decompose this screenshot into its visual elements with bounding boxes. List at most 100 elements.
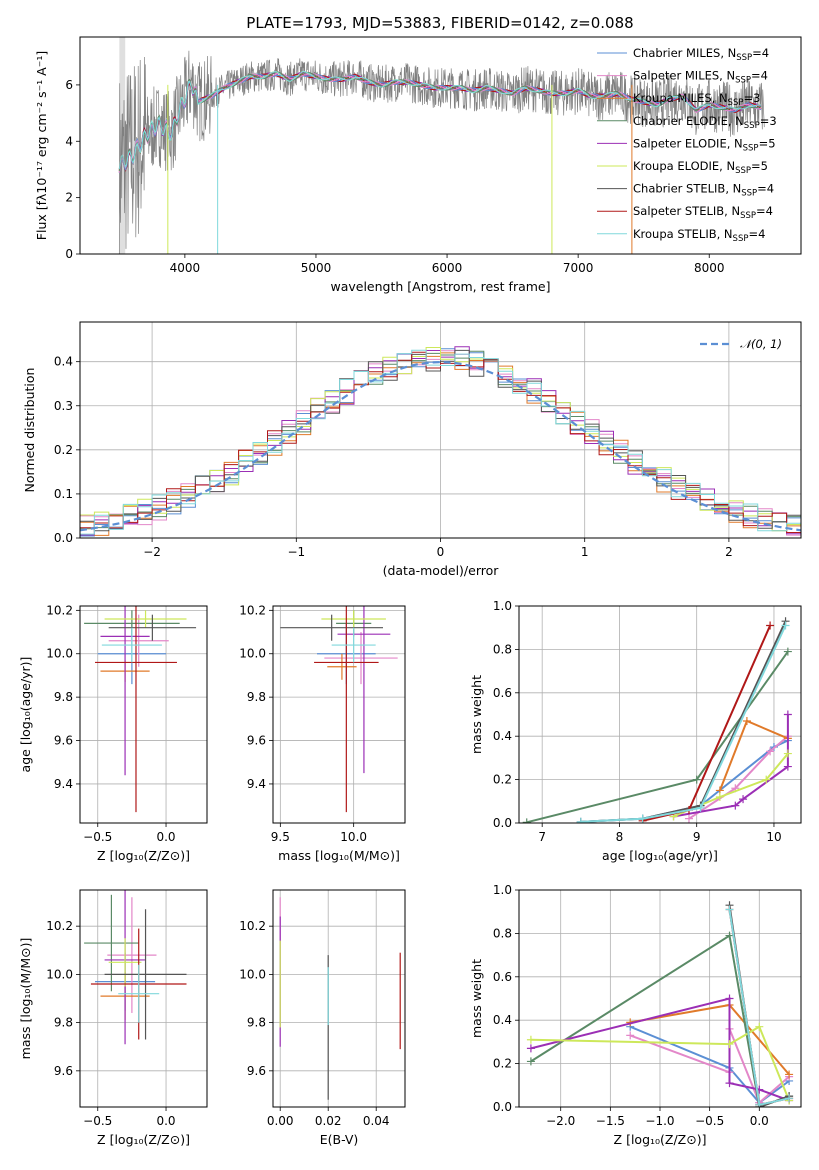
plot-area-residuals [80,346,801,538]
y-tick-label: 9.8 [54,690,73,704]
series-marker [526,1057,535,1066]
x-tick-label: 0.04 [363,1114,390,1128]
legend-tail: =4 [752,46,769,60]
x-tick-label: −0.5 [695,1114,724,1128]
series-marker [715,792,724,801]
x-tick-label: 0.0 [750,1114,769,1128]
legend-sub: SSP [735,76,751,86]
series-marker [725,931,734,940]
legend-entry: 𝒩(0, 1) [740,337,782,351]
series-marker [755,1022,764,1031]
plot-area-age_vs_Z [84,606,197,813]
plot-area-mass_weight_vs_age [522,617,792,823]
y-tick-label: 10.2 [46,603,73,617]
x-tick-label: −1.5 [596,1114,625,1128]
errorbar-point [101,627,162,663]
x-axis-label: wavelength [Angstrom, rest frame] [330,279,550,294]
y-axis-label: age [log₁₀(age/yr)] [18,657,33,773]
panel-mass_vs_ebv: 0.00 0.02 0.04 9.6 9.8 10.0 10.2 E(B-V) [239,889,406,1147]
series-marker [785,1070,794,1079]
series-marker [783,710,792,719]
panel-residuals: −2 −1 0 1 2 0.0 0.1 0.2 0.3 0.4 (data-model)/error… [22,321,802,578]
x-tick-label: 8 [616,830,624,844]
y-tick-label: 10.0 [239,967,266,981]
axes-frame [518,889,802,1108]
model-line-chabrier_elodie [118,71,762,171]
legend-sub: SSP [743,143,759,153]
y-tick-label: 0.4 [54,355,73,369]
axes-frame [79,36,802,255]
y-tick-label: 0.3 [54,399,73,413]
legend-name: Salpeter ELODIE, N [633,136,743,150]
x-axis-label: E(B-V) [320,1132,359,1147]
panel-age_vs_mass: 9.5 10.0 9.4 9.6 9.8 10.0 10.2 mass [log₁₀(M/M⊙… [239,603,406,863]
errorbar-point [108,938,142,987]
series-marker [739,795,748,804]
legend-tail: =4 [751,69,768,83]
series-marker [755,1100,764,1107]
x-tick-label: 9.5 [271,830,290,844]
legend-tail: =4 [756,204,773,218]
y-tick-label: 9.4 [247,777,266,791]
legend-name: Salpeter MILES, N [633,69,735,83]
legend-entry: Kroupa STELIB, NSSP=4 [633,227,765,244]
y-tick-label: 10.2 [239,603,266,617]
y-tick-label: 10.0 [46,967,73,981]
grid-mass_vs_ebv [273,890,405,1107]
x-tick-label: 2 [725,545,733,559]
y-tick-label: 2 [65,191,73,205]
series-marker [783,647,792,656]
x-tick-label: −0.5 [83,1114,112,1128]
legend-sub: SSP [733,234,749,244]
x-tick-label: 5000 [301,261,332,275]
errorbar-point [84,894,139,992]
series-marker [626,1031,635,1040]
y-tick-label: 10.2 [46,919,73,933]
observed-spectrum-line [118,50,765,254]
legend-name: Chabrier ELODIE, N [633,114,744,128]
y-tick-label: 0.6 [493,686,512,700]
series-marker [684,814,693,823]
y-tick-label: 0.2 [493,773,512,787]
legend-tail: =5 [751,159,768,173]
series-marker [781,621,790,630]
y-tick-label: 9.4 [54,777,73,791]
errorbar-point [118,964,160,1023]
errorbar-point [331,627,376,663]
x-axis-label: mass [log₁₀(M/M⊙)] [278,848,400,863]
blue-edge-noise [119,37,126,254]
series-marker [742,717,751,726]
y-tick-label: 0.0 [493,816,512,830]
x-axis-label: Z [log₁₀(Z/Z⊙)] [614,1132,707,1147]
series-marker [522,818,531,823]
x-tick-label: −0.5 [83,830,112,844]
series-marker [725,905,734,914]
y-tick-label: 0 [65,247,73,261]
model-line-salpeter_miles [118,72,762,173]
plot-area-mass_vs_ebv [279,897,401,1100]
panel-mass_weight_vs_age: 7 8 9 10 0.0 0.2 0.4 0.6 0.8 1.0 age [log₁₀(age/yr… [469,599,802,863]
panel-age_vs_Z: −0.5 0.0 9.4 9.6 9.8 10.0 10.2 Z [log₁₀(Z/Z⊙)] a… [18,603,208,863]
x-tick-label: 0 [437,545,445,559]
legend-entry: Salpeter STELIB, NSSP=4 [633,204,773,221]
y-tick-label: 9.6 [54,1064,73,1078]
errorbar-point [108,614,169,667]
errorbar-point [337,606,391,774]
legend-sub: SSP [744,121,760,131]
legend-sub: SSP [736,53,752,63]
series-marker [783,762,792,771]
y-axis-label: mass weight [469,675,484,754]
y-tick-label: 1.0 [493,883,512,897]
y-tick-label: 0.1 [54,487,73,501]
errorbar-point [104,909,187,1040]
errorbar-point [108,614,197,641]
plot-area-age_vs_mass [280,606,398,813]
y-tick-label: 1.0 [493,599,512,613]
grid-mass_weight_vs_Z [519,889,801,1108]
series-marker [725,1040,734,1049]
x-tick-label: 8000 [694,261,725,275]
series-marker [638,814,647,823]
series-marker [766,621,775,630]
